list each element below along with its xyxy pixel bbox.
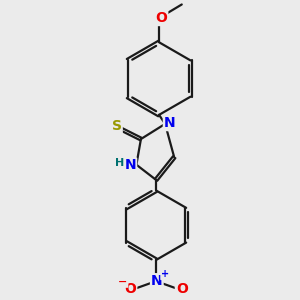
Text: O: O: [155, 11, 167, 25]
Text: N: N: [164, 116, 176, 130]
Text: +: +: [161, 269, 169, 279]
Text: S: S: [112, 119, 122, 133]
Text: N: N: [124, 158, 136, 172]
Text: N: N: [151, 274, 163, 288]
Text: H: H: [115, 158, 124, 168]
Text: O: O: [176, 282, 188, 296]
Text: O: O: [124, 282, 136, 296]
Text: −: −: [118, 277, 128, 287]
